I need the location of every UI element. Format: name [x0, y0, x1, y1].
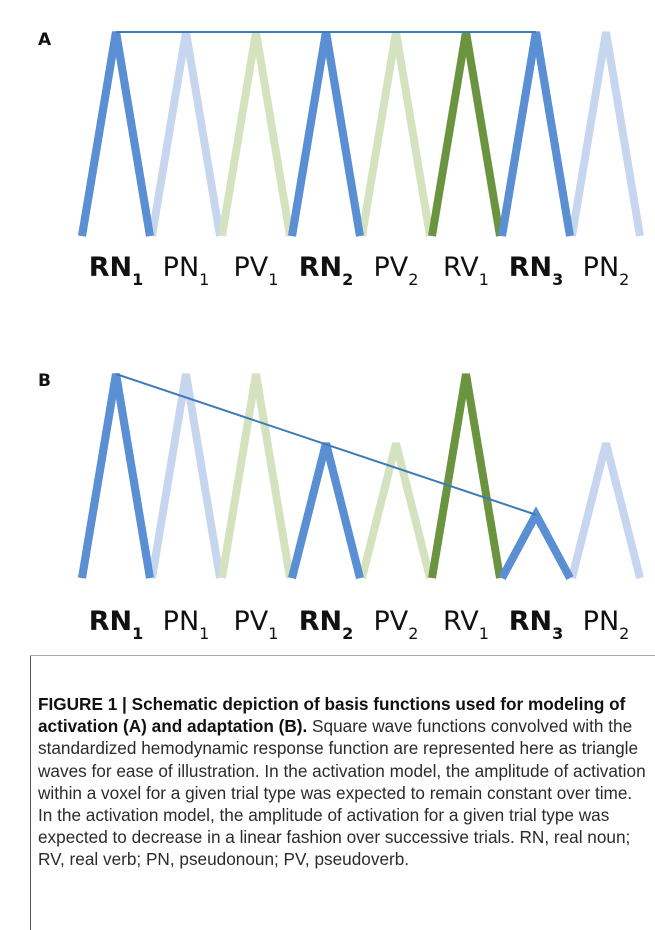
wave-rn3 [498, 31, 574, 237]
panel-a-letter: A [38, 30, 52, 50]
wave-rn3-front [498, 31, 574, 237]
trial-label-pv2: PV2 [373, 606, 419, 643]
wave-rv1 [428, 373, 504, 579]
wave-pn1 [148, 373, 224, 579]
wave-pn1 [148, 31, 224, 237]
trial-label-pn2: PN2 [582, 606, 630, 643]
trial-label-rv1: RV1 [443, 252, 489, 289]
trial-label-pn2: PN2 [582, 252, 630, 289]
wave-rn3 [498, 506, 574, 580]
wave-pn2 [568, 31, 644, 237]
panel-b-letter: B [38, 371, 51, 391]
wave-rn1-front [78, 31, 154, 237]
trial-label-rn1: RN1 [88, 252, 144, 289]
trial-label-pv1: PV1 [233, 606, 279, 643]
wave-pv2 [358, 442, 434, 579]
wave-pv1 [218, 373, 294, 579]
panel-b-adaptation-diagram [78, 373, 644, 580]
wave-rv1 [428, 31, 504, 237]
figure-caption: FIGURE 1 | Schematic depiction of basis … [38, 693, 648, 871]
rn-trend-line [115, 373, 537, 516]
caption-left-rule [30, 655, 31, 930]
wave-pn2 [568, 442, 644, 579]
caption-body: Square wave functions convolved with the… [38, 716, 646, 870]
trial-label-rn3: RN3 [508, 252, 564, 289]
wave-rn2 [288, 442, 364, 579]
wave-rn2-front [288, 442, 364, 579]
caption-title: FIGURE 1 | Schematic depiction of basis … [38, 694, 626, 737]
panel-b-trial-labels: RN1 PN1 PV1 RN2 PV2 RV1 RN3 PN2 [62, 606, 652, 656]
trial-label-rn3: RN3 [508, 606, 564, 643]
trial-label-pv1: PV1 [233, 252, 279, 289]
caption-top-rule [30, 655, 655, 656]
trial-label-rv1: RV1 [443, 606, 489, 643]
panel-a-activation-diagram [78, 31, 644, 237]
wave-rn3-front [498, 506, 574, 580]
wave-rn2 [288, 31, 364, 237]
wave-rn2-front [288, 31, 364, 237]
wave-rn1-front [78, 373, 154, 579]
trial-label-pn1: PN1 [162, 606, 210, 643]
trial-label-rn2: RN2 [298, 606, 354, 643]
wave-pv1 [218, 31, 294, 237]
wave-rn1 [78, 31, 154, 237]
wave-pv2 [358, 31, 434, 237]
wave-rn1 [78, 373, 154, 579]
trial-label-rn2: RN2 [298, 252, 354, 289]
trial-label-pv2: PV2 [373, 252, 419, 289]
trial-label-rn1: RN1 [88, 606, 144, 643]
trial-label-pn1: PN1 [162, 252, 210, 289]
panel-a-trial-labels: RN1 PN1 PV1 RN2 PV2 RV1 RN3 PN2 [62, 252, 652, 302]
